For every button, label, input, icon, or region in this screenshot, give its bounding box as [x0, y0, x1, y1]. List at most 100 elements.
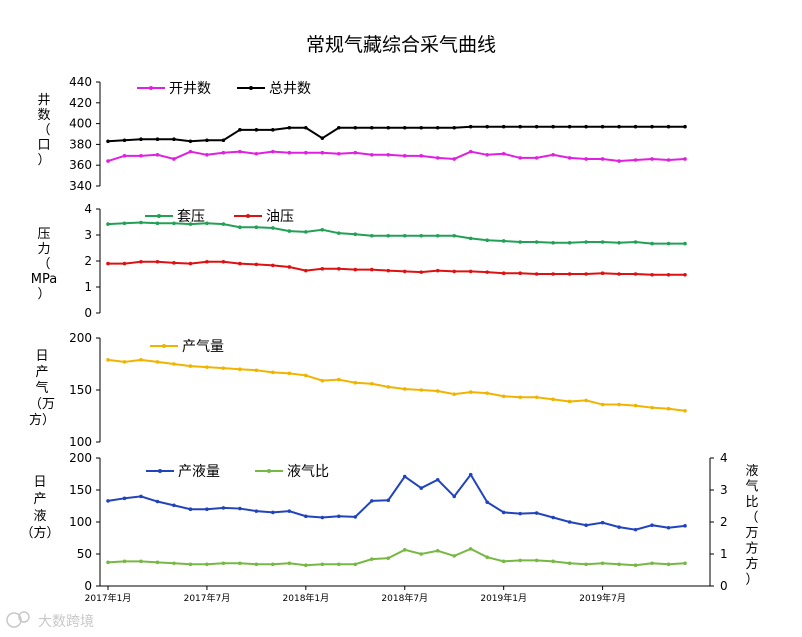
data-point [386, 269, 390, 273]
legend-marker [157, 214, 161, 218]
data-point [271, 511, 275, 515]
data-point [139, 137, 143, 141]
data-point [222, 366, 226, 370]
y-axis-label: 日 [33, 475, 46, 490]
y-tick-label: 150 [69, 483, 92, 497]
data-point [222, 151, 226, 155]
data-point [568, 400, 572, 404]
x-tick-label: 2017年1月 [85, 592, 132, 604]
data-point [139, 358, 143, 362]
data-point [469, 237, 473, 241]
data-point [106, 262, 110, 266]
data-point [634, 240, 638, 244]
legend-label: 产气量 [182, 339, 224, 355]
data-point [288, 509, 292, 513]
y2-tick-label: 4 [720, 451, 728, 465]
data-point [205, 222, 209, 226]
data-point [617, 241, 621, 245]
data-point [156, 500, 160, 504]
data-point [205, 138, 209, 142]
data-point [238, 150, 242, 154]
series-line-liquid-1 [108, 549, 685, 565]
data-point [222, 260, 226, 264]
data-point [485, 555, 489, 559]
y-tick-label: 100 [69, 515, 92, 529]
data-point [386, 556, 390, 560]
data-point [667, 273, 671, 277]
y2-axis-label: 气 [745, 479, 758, 495]
data-point [337, 267, 341, 271]
data-point [436, 156, 440, 160]
data-point [650, 157, 654, 161]
data-point [222, 506, 226, 510]
data-point [452, 270, 456, 274]
data-point [551, 272, 555, 276]
y2-tick-label: 3 [720, 483, 728, 497]
series-line-wells-0 [108, 152, 685, 161]
data-point [321, 379, 325, 383]
legend-marker [249, 86, 253, 90]
data-point [238, 128, 242, 132]
y-tick-label: 440 [69, 75, 92, 89]
data-point [255, 225, 259, 229]
data-point [584, 272, 588, 276]
data-point [189, 139, 193, 143]
data-point [518, 395, 522, 399]
data-point [469, 270, 473, 274]
data-point [535, 395, 539, 399]
data-point [321, 267, 325, 271]
data-point [189, 150, 193, 154]
data-point [419, 388, 423, 392]
data-point [650, 406, 654, 410]
data-point [255, 128, 259, 132]
x-tick-label: 2018年1月 [283, 592, 330, 604]
data-point [485, 270, 489, 274]
y-tick-label: 0 [84, 579, 92, 593]
y-tick-label: 2 [84, 254, 92, 268]
data-point [172, 561, 176, 565]
data-point [222, 222, 226, 226]
data-point [321, 516, 325, 520]
data-point [601, 240, 605, 244]
data-point [123, 222, 127, 226]
x-tick-label: 2019年1月 [480, 592, 527, 604]
data-point [518, 512, 522, 516]
data-point [156, 137, 160, 141]
data-point [502, 394, 506, 398]
data-point [238, 367, 242, 371]
data-point [584, 399, 588, 403]
data-point [172, 137, 176, 141]
data-point [601, 271, 605, 275]
data-point [321, 228, 325, 232]
data-point [255, 509, 259, 513]
data-point [255, 368, 259, 372]
data-point [419, 126, 423, 130]
data-point [304, 151, 308, 155]
data-point [617, 125, 621, 129]
data-point [485, 500, 489, 504]
data-point [568, 241, 572, 245]
data-point [386, 153, 390, 157]
data-point [139, 260, 143, 264]
watermark: 大数跨境 [7, 612, 94, 630]
y2-tick-label: 1 [720, 547, 728, 561]
data-point [452, 234, 456, 238]
data-point [617, 159, 621, 163]
data-point [353, 232, 357, 236]
data-point [321, 151, 325, 155]
data-point [139, 221, 143, 225]
y-axis-label: 数 [37, 108, 50, 123]
panel-pressure: 0 1 2 3 4 压力（MPa） 套压 油压 [31, 202, 687, 320]
data-point [601, 125, 605, 129]
data-point [288, 151, 292, 155]
y2-axis-label: ） [745, 573, 758, 588]
series-line-pressure-1 [108, 262, 685, 275]
data-point [123, 560, 127, 564]
data-point [222, 138, 226, 142]
data-point [551, 398, 555, 402]
data-point [337, 562, 341, 566]
y-tick-label: 100 [69, 435, 92, 449]
data-point [568, 520, 572, 524]
data-point [271, 264, 275, 268]
